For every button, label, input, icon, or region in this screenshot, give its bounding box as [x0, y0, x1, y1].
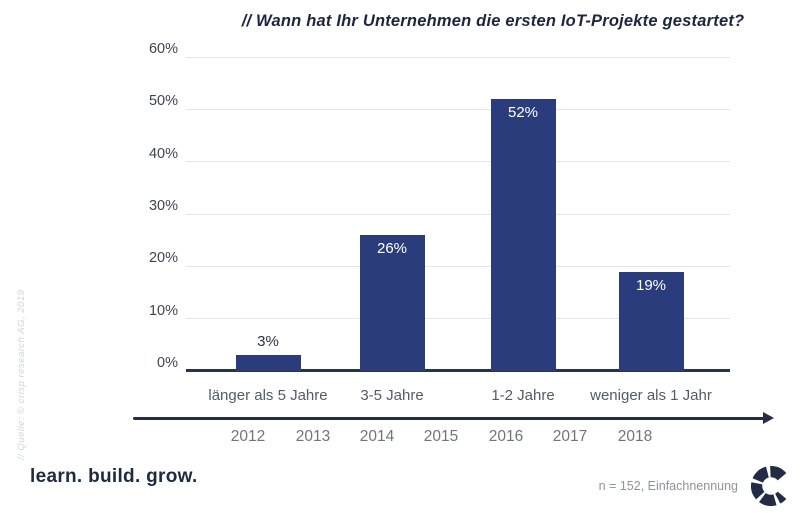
gridline-20 [186, 265, 730, 267]
bar-value-label: 19% [635, 276, 667, 294]
x-axis-baseline [186, 369, 730, 372]
timeline-year-label: 2015 [423, 428, 459, 445]
timeline-year-label: 2013 [295, 428, 331, 445]
source-note: // Quelle: © crisp research AG, 2019 [16, 289, 27, 460]
timeline-arrowhead-icon [763, 412, 774, 424]
timeline-year-label: 2012 [230, 428, 266, 445]
timeline-year-label: 2014 [359, 428, 395, 445]
brand-tagline: learn. build. grow. [30, 466, 198, 487]
category-label: weniger als 1 Jahr [590, 387, 712, 404]
y-tick-label: 30% [148, 198, 178, 214]
chart-title: // Wann hat Ihr Unternehmen die ersten I… [241, 12, 745, 30]
category-label: 3-5 Jahre [360, 387, 424, 404]
bar-value-label: 3% [257, 333, 279, 351]
y-tick-label: 40% [148, 145, 178, 162]
y-tick-label: 0% [157, 355, 178, 371]
y-tick-label: 60% [148, 41, 178, 57]
bar-2: 26% [359, 234, 425, 371]
y-tick-label: 10% [148, 302, 178, 319]
gridline-10 [186, 318, 730, 320]
category-label: länger als 5 Jahre [208, 387, 328, 404]
timeline-year-label: 2016 [488, 428, 524, 445]
timeline-year-label: 2017 [552, 428, 588, 445]
y-tick-label: 20% [148, 250, 178, 267]
category-label: 1-2 Jahre [491, 387, 555, 404]
bar-4: 19% [618, 271, 684, 371]
bar-value-label: 52% [507, 103, 539, 121]
bar-value-label: 26% [376, 239, 408, 257]
gridline-60 [186, 56, 730, 58]
bar-chart-plot-area: 0% 10% 20% 30% 40% 50% 60% 3% länger als 5 Jahre… [149, 41, 730, 404]
gridline-50 [186, 108, 730, 110]
timeline-year-label: 2018 [617, 428, 653, 445]
sample-size-note: n = 152, Einfachnennung [598, 479, 738, 493]
timeline-axis [133, 417, 765, 420]
bar-1: 3% [235, 333, 301, 371]
gridline-40 [186, 161, 730, 163]
gridline-30 [186, 213, 730, 215]
bar-3: 52% [490, 98, 556, 371]
crisp-research-c-logo [751, 466, 787, 506]
y-tick-label: 50% [148, 93, 178, 110]
